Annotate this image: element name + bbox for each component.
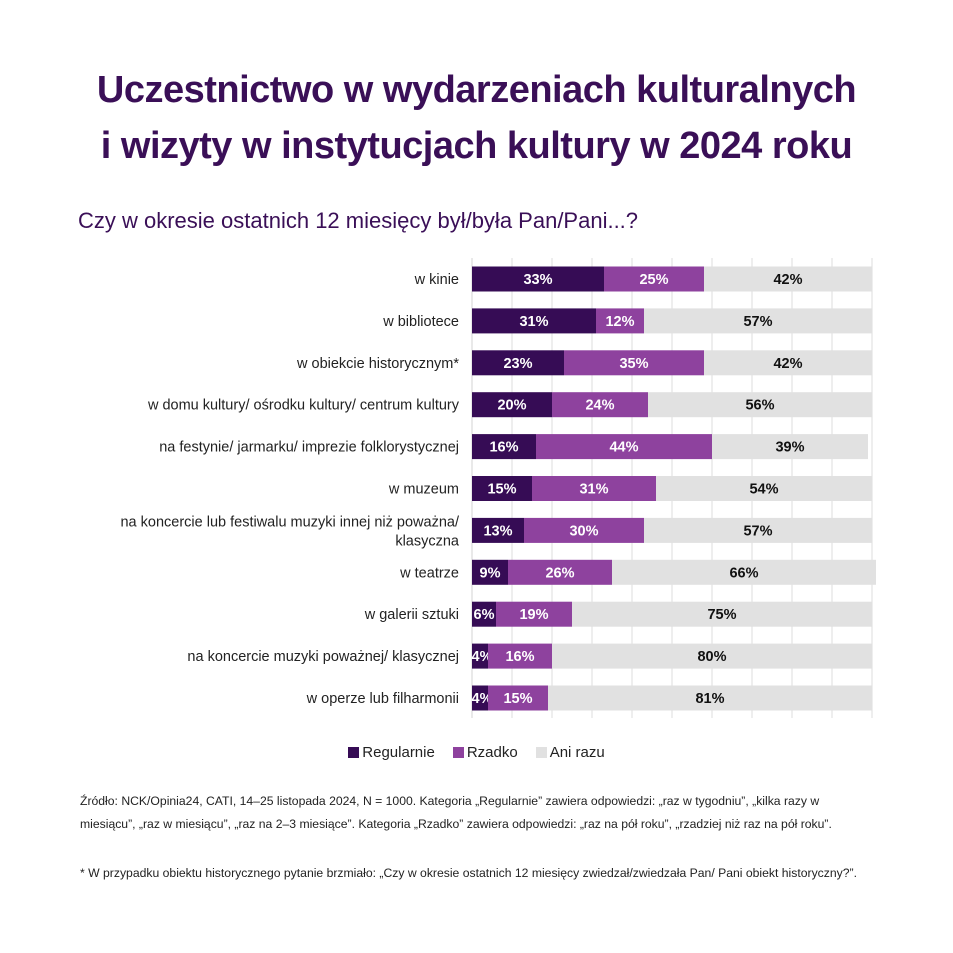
bar-segment-rzadko — [596, 308, 644, 334]
legend-swatch-rzadko — [452, 747, 464, 758]
bar-segment-ani-razu — [552, 643, 872, 669]
legend-swatch-regularnie — [348, 747, 360, 758]
category-label: na koncercie lub festiwalu muzyki innej … — [120, 514, 459, 549]
bar-segment-regularnie — [472, 559, 508, 585]
data-label: 25% — [639, 272, 668, 288]
bar-segment-ani-razu — [656, 476, 872, 501]
legend-item-regularnie: Regularnie — [348, 744, 435, 761]
data-label: 4% — [472, 691, 493, 707]
bar-segment-rzadko — [508, 559, 612, 585]
bar-segment-rzadko — [604, 266, 704, 292]
bar-segment-ani-razu — [644, 308, 872, 334]
category-label: w operze lub filharmonii — [306, 691, 459, 707]
footnote: * W przypadku obiektu historycznego pyta… — [80, 866, 857, 880]
data-label: 6% — [474, 607, 495, 623]
data-label: 42% — [773, 272, 802, 288]
legend-label: Rzadko — [466, 744, 518, 761]
legend: Regularnie Rzadko Ani razu — [0, 744, 953, 761]
bars: 33% 25% 42% 31% 12% 57% 23% 35% 42% 20% 24% 56% 16% 4… — [472, 266, 876, 711]
bar-segment-regularnie — [472, 643, 488, 669]
data-label: 16% — [489, 440, 518, 456]
category-label: w domu kultury/ ośrodku kultury/ centrum… — [147, 398, 460, 414]
bar-segment-regularnie — [472, 601, 496, 627]
bar-segment-regularnie — [472, 476, 532, 501]
data-label: 30% — [569, 523, 598, 539]
bar-segment-ani-razu — [704, 266, 872, 292]
data-label: 33% — [523, 272, 552, 288]
bar-segment-regularnie — [472, 266, 604, 292]
data-label: 39% — [775, 440, 804, 456]
chart-subtitle: Czy w okresie ostatnich 12 miesięcy był/… — [78, 208, 639, 233]
data-label: 56% — [745, 398, 774, 414]
bar-segment-ani-razu — [648, 392, 872, 418]
bar-segment-ani-razu — [572, 601, 872, 627]
data-label: 23% — [503, 356, 532, 372]
bar-segment-ani-razu — [548, 685, 872, 711]
data-label: 42% — [773, 356, 802, 372]
bar-segment-rzadko — [524, 517, 644, 543]
category-label: w muzeum — [388, 482, 459, 498]
data-label: 15% — [487, 482, 516, 498]
data-label: 13% — [483, 523, 512, 539]
data-label: 57% — [743, 523, 772, 539]
data-label: 81% — [695, 691, 724, 707]
data-label: 19% — [519, 607, 548, 623]
legend-label: Ani razu — [549, 744, 605, 761]
category-label: na koncercie muzyki poważnej/ klasycznej — [187, 649, 459, 665]
data-label: 24% — [585, 398, 614, 414]
data-label: 12% — [605, 314, 634, 330]
category-label: na festynie/ jarmarku/ imprezie folklory… — [159, 440, 459, 456]
legend-item-rzadko: Rzadko — [452, 744, 518, 761]
data-label: 31% — [579, 482, 608, 498]
bar-segment-rzadko — [552, 392, 648, 418]
bar-segment-ani-razu — [644, 517, 872, 543]
bar-segment-regularnie — [472, 517, 524, 543]
data-label: 15% — [503, 691, 532, 707]
chart-title-line1: Uczestnictwo w wydarzeniach kulturalnych — [96, 69, 857, 111]
bar-segment-regularnie — [472, 685, 488, 711]
category-label: w kinie — [414, 272, 459, 288]
bar-segment-regularnie — [472, 434, 536, 460]
data-label: 54% — [749, 482, 778, 498]
data-label: 57% — [743, 314, 772, 330]
data-label: 80% — [697, 649, 726, 665]
data-label: 16% — [505, 649, 534, 665]
bar-segment-ani-razu — [704, 350, 872, 376]
data-label: 35% — [619, 356, 648, 372]
chart-title-line2: i wizyty w instytucjach kultury w 2024 r… — [100, 125, 853, 167]
bar-segment-ani-razu — [612, 559, 876, 585]
data-label: 26% — [545, 565, 574, 581]
legend-item-ani-razu: Ani razu — [535, 744, 605, 761]
bar-segment-ani-razu — [712, 434, 868, 460]
data-label: 66% — [729, 565, 758, 581]
legend-label: Regularnie — [362, 744, 435, 761]
data-label: 4% — [472, 649, 493, 665]
bar-segment-regularnie — [472, 392, 552, 418]
category-label: w obiekcie historycznym* — [296, 356, 459, 372]
legend-swatch-ani-razu — [535, 747, 547, 758]
bar-segment-rzadko — [536, 434, 712, 460]
bar-segment-rzadko — [532, 476, 656, 501]
data-label: 31% — [519, 314, 548, 330]
category-label: w teatrze — [399, 565, 459, 581]
bar-segment-regularnie — [472, 350, 564, 376]
data-label: 20% — [497, 398, 526, 414]
bar-segment-rzadko — [496, 601, 572, 627]
data-label: 9% — [480, 565, 501, 581]
data-label: 75% — [707, 607, 736, 623]
data-label: 44% — [609, 440, 638, 456]
bar-segment-rzadko — [488, 685, 548, 711]
bar-segment-rzadko — [564, 350, 704, 376]
category-labels: w kinie w bibliotece w obiekcie historyczn… — [120, 272, 459, 707]
bar-segment-regularnie — [472, 308, 596, 334]
bar-segment-rzadko — [488, 643, 552, 669]
source-note: Źródło: NCK/Opinia24, CATI, 14–25 listop… — [80, 794, 832, 831]
category-label: w galerii sztuki — [364, 607, 459, 623]
category-label: w bibliotece — [382, 314, 459, 330]
